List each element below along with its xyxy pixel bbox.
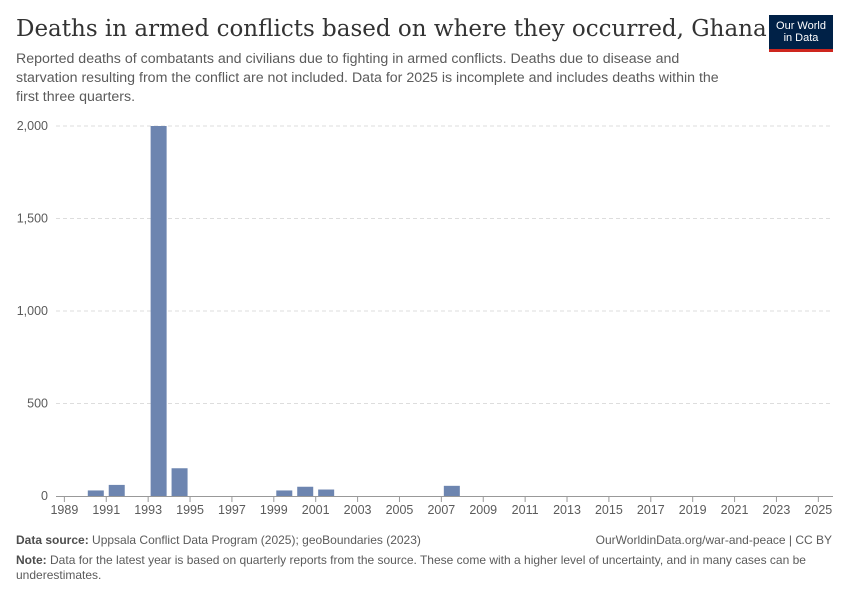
bar-chart: 0 500 1,000 1,500 2,000 1989 1991 1993 1995 1997 1… [17, 119, 833, 517]
x-tick-label: 2013 [553, 503, 581, 517]
x-tick-label: 2021 [721, 503, 749, 517]
bar [171, 468, 188, 496]
chart-subtitle: Reported deaths of combatants and civili… [16, 51, 719, 105]
bar [276, 490, 293, 496]
x-tick-label: 2007 [427, 503, 455, 517]
gridlines [56, 125, 833, 404]
note-label: Note: [16, 553, 47, 567]
source-text: Uppsala Conflict Data Program (2025); ge… [92, 533, 421, 547]
logo-line-2: in Data [783, 32, 819, 44]
axes: 0 500 1,000 1,500 2,000 1989 1991 1993 1995 1997 1… [17, 119, 833, 517]
x-tick-label: 2005 [386, 503, 414, 517]
x-tick-label: 2001 [302, 503, 330, 517]
chart-note: Note: Data for the latest year is based … [16, 553, 831, 583]
logo-line-1: Our World [776, 20, 826, 32]
bar [87, 490, 104, 496]
bar [108, 484, 125, 496]
y-tick-label: 500 [27, 397, 48, 411]
x-tick-label: 1993 [134, 503, 162, 517]
bar [297, 486, 314, 496]
source-label: Data source: [16, 533, 89, 547]
x-tick-label: 1989 [50, 503, 78, 517]
credit-link[interactable]: OurWorldinData.org/war-and-peace | CC BY [595, 533, 832, 547]
y-tick-label: 1,500 [17, 212, 48, 226]
bar [150, 126, 167, 496]
note-text: Data for the latest year is based on qua… [16, 553, 806, 582]
x-tick-label: 1999 [260, 503, 288, 517]
y-tick-label: 2,000 [17, 119, 48, 133]
x-tick-label: 2023 [763, 503, 791, 517]
bars [87, 126, 460, 496]
bar [443, 485, 460, 496]
data-source: Data source: Uppsala Conflict Data Progr… [16, 533, 421, 548]
x-tick-label: 2003 [344, 503, 372, 517]
y-tick-label: 0 [41, 489, 48, 503]
x-tick-label: 2011 [512, 503, 539, 517]
y-tick-label: 1,000 [17, 304, 48, 318]
owid-logo[interactable]: Our World in Data [769, 15, 833, 52]
x-tick-label: 2009 [469, 503, 497, 517]
x-tick-label: 1995 [176, 503, 204, 517]
x-tick-label: 2015 [595, 503, 623, 517]
x-tick-label: 2019 [679, 503, 707, 517]
x-tick-label: 2025 [804, 503, 832, 517]
x-tick-label: 1991 [92, 503, 120, 517]
bar [318, 489, 335, 496]
chart-title: Deaths in armed conflicts based on where… [16, 16, 767, 42]
x-tick-label: 2017 [637, 503, 665, 517]
x-tick-label: 1997 [218, 503, 246, 517]
